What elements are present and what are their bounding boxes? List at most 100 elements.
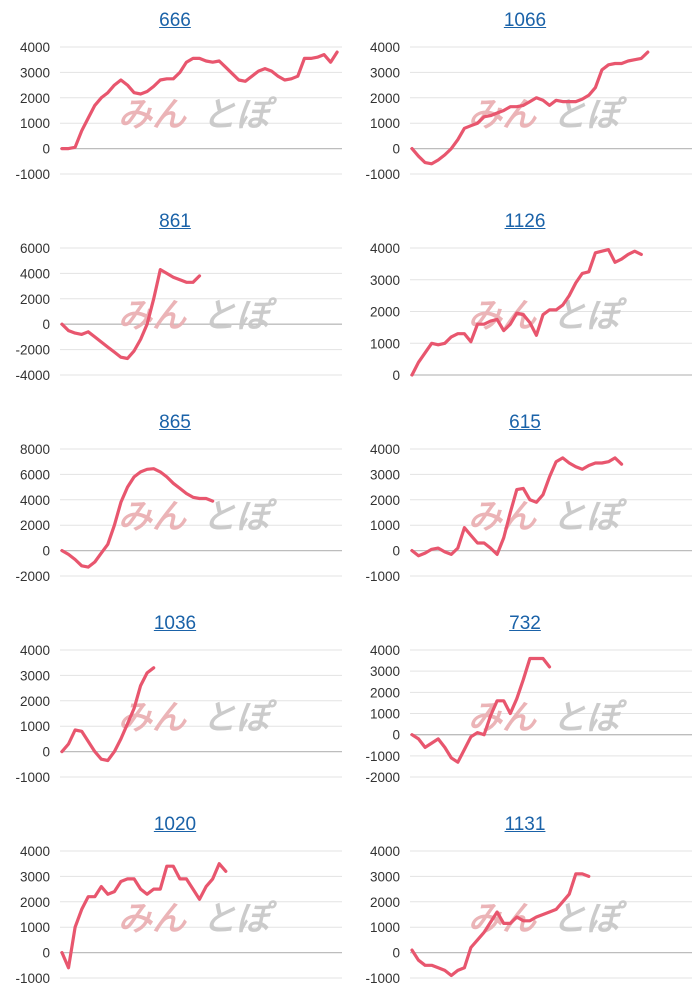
y-tick-label: 2000 [20,91,50,106]
y-tick-label: 1000 [370,116,400,131]
chart-panel: -4000 -2000 0 2000 4000 6000 みん とぽ 861 [0,201,350,401]
y-tick-label: -1000 [365,569,400,584]
chart-panel: -2000 0 2000 4000 6000 8000 みん とぽ 865 [0,402,350,602]
watermark-text-b: とぽ [552,497,628,537]
chart-title-link[interactable]: 1066 [503,10,547,31]
watermark-logo: みん とぽ [468,698,628,738]
y-tick-label: -4000 [15,368,50,383]
watermark-text-a: みん [118,899,187,939]
y-tick-label: 2000 [370,91,400,106]
y-tick-label: 2000 [370,305,400,320]
y-tick-label: 4000 [20,493,50,508]
series-line [60,862,228,970]
y-tick-label: 2000 [20,518,50,533]
watermark-text-b: とぽ [202,497,278,537]
chart-title-link[interactable]: 732 [509,613,541,634]
chart-panel: -1000 0 1000 2000 3000 4000 みん とぽ 1066 [350,0,700,200]
series-line [60,267,202,361]
watermark-text-b: とぽ [202,899,278,939]
y-tick-label: 2000 [20,292,50,307]
y-tick-label: 4000 [370,40,400,55]
y-tick-label: 2000 [370,895,400,910]
chart-title-link[interactable]: 1131 [504,814,546,835]
y-tick-label: 4000 [20,643,50,658]
series-line [410,872,591,978]
watermark-logo: みん とぽ [118,899,278,939]
y-tick-label: 1000 [370,920,400,935]
series-line [410,656,552,764]
y-tick-label: 8000 [20,442,50,457]
chart-title-link[interactable]: 1020 [153,814,197,835]
y-tick-label: 4000 [370,442,400,457]
y-tick-label: 3000 [20,65,50,80]
y-tick-label: 4000 [370,643,400,658]
chart-title-link[interactable]: 865 [159,412,191,433]
y-tick-label: 3000 [370,65,400,80]
chart-svg: -2000 0 2000 4000 6000 8000 みん とぽ [15,442,342,584]
y-tick-label: 0 [42,745,50,760]
y-tick-label: 0 [42,317,50,332]
chart-title-link[interactable]: 861 [159,211,191,232]
y-tick-label: 1000 [370,707,400,722]
y-tick-label: -1000 [365,167,400,182]
chart-title-link[interactable]: 1126 [504,211,546,232]
y-tick-label: 0 [392,946,400,961]
watermark-text-b: とぽ [202,95,278,135]
y-tick-label: 1000 [20,719,50,734]
watermark-text-b: とぽ [552,899,628,939]
series-line [410,456,624,558]
chart-svg: -2000 -1000 0 1000 2000 3000 4000 みん とぽ [365,643,692,785]
chart-panel: -1000 0 1000 2000 3000 4000 みん とぽ 666 [0,0,350,200]
watermark-text-a: みん [118,497,187,537]
chart-title-link[interactable]: 666 [159,10,191,31]
chart-panel: 0 1000 2000 3000 4000 みん とぽ 1126 [350,201,700,401]
y-tick-label: -2000 [365,770,400,785]
y-tick-label: -2000 [15,569,50,584]
watermark-logo: みん とぽ [118,698,278,738]
y-tick-label: 0 [392,544,400,559]
y-tick-label: -1000 [15,770,50,785]
series-line [410,247,643,377]
y-tick-label: -1000 [365,749,400,764]
y-tick-label: 1000 [370,336,400,351]
chart-panel: -1000 0 1000 2000 3000 4000 みん とぽ 1036 [0,603,350,803]
chart-svg: -4000 -2000 0 2000 4000 6000 みん とぽ [15,241,342,383]
series-line [410,50,650,166]
chart-panel: -2000 -1000 0 1000 2000 3000 4000 みん とぽ 732 [350,603,700,803]
chart-panel: -1000 0 1000 2000 3000 4000 みん とぽ 615 [350,402,700,602]
watermark-logo: みん とぽ [468,497,628,537]
chart-title-link[interactable]: 615 [509,412,541,433]
y-tick-label: 0 [42,544,50,559]
y-tick-label: -2000 [15,343,50,358]
watermark-text-a: みん [118,95,187,135]
y-tick-label: 3000 [370,869,400,884]
chart-panel: -1000 0 1000 2000 3000 4000 みん とぽ 1131 [350,804,700,1004]
y-tick-label: 0 [392,368,400,383]
y-tick-label: 3000 [370,273,400,288]
y-tick-label: 0 [42,946,50,961]
y-tick-label: 4000 [20,40,50,55]
y-tick-label: -1000 [15,971,50,986]
y-tick-label: 2000 [370,685,400,700]
y-tick-label: 6000 [20,467,50,482]
y-tick-label: -1000 [15,167,50,182]
y-tick-label: 1000 [20,920,50,935]
chart-title-link[interactable]: 1036 [153,613,197,634]
watermark-text-b: とぽ [552,698,628,738]
y-tick-label: 1000 [20,116,50,131]
watermark-text-b: とぽ [202,296,278,336]
y-tick-label: 3000 [370,467,400,482]
series-line [60,666,156,763]
y-tick-label: 4000 [20,266,50,281]
y-tick-label: 3000 [20,869,50,884]
y-tick-label: 3000 [370,664,400,679]
watermark-text-a: みん [468,95,537,135]
y-tick-label: 2000 [20,895,50,910]
series-line [60,50,339,151]
y-tick-label: 0 [392,142,400,157]
